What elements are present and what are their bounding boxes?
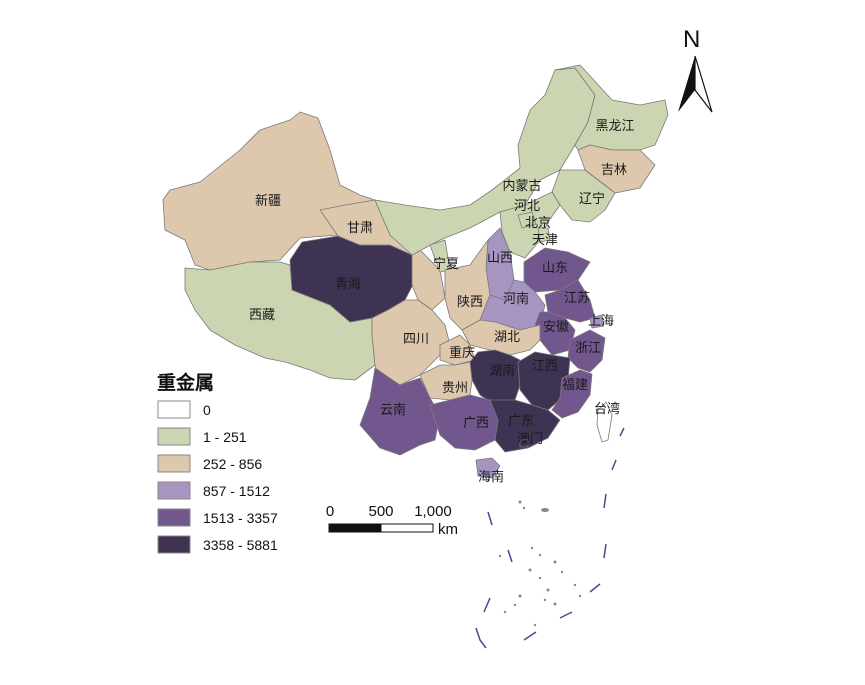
legend-label-0: 0 [203, 402, 211, 418]
province-label-24: 江西 [532, 359, 558, 374]
province-label-4: 内蒙古 [502, 178, 541, 194]
legend-label-1: 1 - 251 [203, 429, 247, 445]
legend-swatch-1 [157, 427, 191, 446]
province-label-21: 重庆 [449, 345, 475, 361]
north-label: N [683, 26, 700, 53]
province-label-18: 安徽 [543, 320, 569, 335]
legend-swatch-3 [157, 481, 191, 500]
legend-swatch-2 [157, 454, 191, 473]
legend-swatch-5 [157, 535, 191, 554]
scale-bar: 0 500 1,000 km [326, 503, 458, 538]
province-label-5: 黑龙江 [595, 119, 634, 134]
legend-label-4: 1513 - 3357 [203, 510, 278, 526]
province-label-20: 四川 [403, 332, 429, 347]
province-label-9: 北京 [525, 216, 551, 231]
province-label-8: 河北 [514, 199, 540, 214]
north-arrow-icon [678, 56, 695, 112]
province-label-13: 山东 [542, 261, 568, 276]
province-27 [359, 367, 441, 456]
south-china-sea-islands [475, 427, 625, 649]
province-label-12: 山西 [487, 251, 513, 266]
legend-items: 0 1 - 251 252 - 856 857 - 1512 1513 - 3357 33… [157, 400, 278, 554]
province-29 [489, 399, 561, 453]
province-label-17: 上海 [588, 314, 614, 329]
scale-tick-0: 0 [326, 503, 334, 520]
province-26 [551, 369, 593, 419]
province-label-27: 云南 [380, 402, 406, 418]
province-10 [537, 227, 551, 243]
scale-unit: km [438, 521, 458, 538]
province-label-3: 甘肃 [347, 221, 373, 236]
province-label-11: 宁夏 [433, 256, 459, 272]
province-label-14: 陕西 [457, 295, 483, 310]
legend-swatch-0 [157, 400, 191, 419]
province-19 [461, 319, 541, 356]
province-9 [517, 211, 537, 229]
legend-label-5: 3358 - 5881 [203, 537, 278, 553]
legend: 重金属 0 1 - 251 252 - 856 857 - 1512 1513 - 33… [157, 371, 278, 554]
province-4 [374, 67, 596, 256]
province-label-6: 吉林 [601, 163, 627, 178]
province-label-10: 天津 [532, 233, 558, 248]
legend-title: 重金属 [157, 371, 214, 394]
province-label-26: 福建 [562, 378, 588, 393]
province-label-29: 广东 [508, 414, 534, 429]
north-arrow: N [678, 26, 713, 113]
legend-swatch-4 [157, 508, 191, 527]
legend-label-2: 252 - 856 [203, 456, 262, 472]
scale-tick-1000: 1,000 [414, 503, 452, 520]
province-label-0: 新疆 [255, 193, 281, 209]
province-label-2: 青海 [335, 277, 361, 292]
legend-label-3: 857 - 1512 [203, 483, 270, 499]
province-label-23: 湖南 [489, 363, 515, 379]
province-label-31: 台湾 [594, 401, 620, 417]
province-label-22: 浙江 [575, 341, 601, 356]
province-17 [589, 314, 605, 329]
province-25 [419, 361, 473, 401]
province-label-25: 贵州 [442, 381, 468, 396]
province-label-19: 湖北 [494, 330, 520, 345]
province-label-1: 西藏 [249, 308, 275, 323]
province-30 [519, 439, 529, 448]
province-label-30: 澳门 [517, 431, 543, 447]
province-label-7: 辽宁 [579, 191, 605, 207]
province-label-15: 河南 [503, 291, 529, 307]
province-31 [596, 401, 613, 443]
province-label-16: 江苏 [564, 290, 590, 306]
province-32 [475, 457, 501, 479]
province-label-28: 广西 [463, 416, 489, 431]
scale-tick-500: 500 [368, 503, 393, 520]
province-label-32: 海南 [478, 469, 504, 485]
